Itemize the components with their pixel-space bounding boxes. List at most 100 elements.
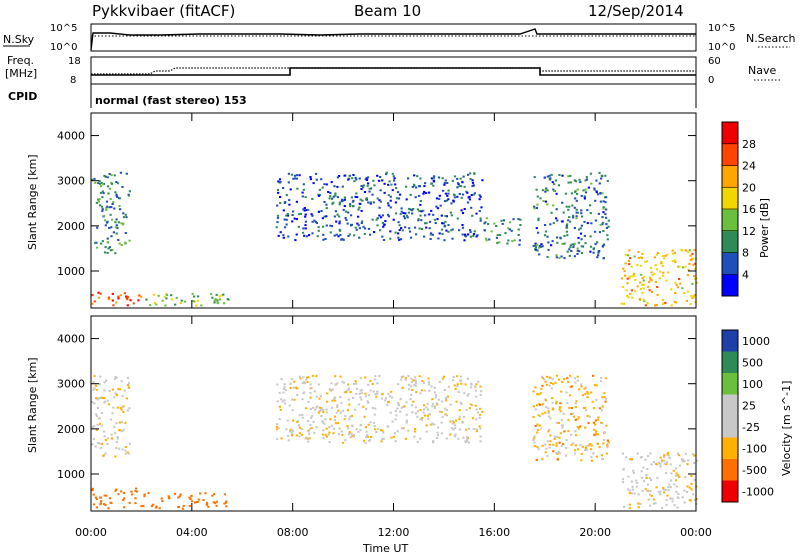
power-echo-cell <box>637 250 640 253</box>
power-echo-cell <box>365 179 369 181</box>
velocity-echo-cell <box>290 431 293 434</box>
power-echo-cell <box>114 252 117 255</box>
velocity-echo-cell <box>333 398 336 401</box>
power-echo-cell <box>461 212 465 214</box>
velocity-echo-cell <box>452 421 456 424</box>
power-colorbar-swatch <box>722 122 738 145</box>
velocity-echo-cell <box>464 383 467 386</box>
power-echo-cell <box>218 298 222 301</box>
beam-label: Beam 10 <box>354 2 421 20</box>
power-echo-cell <box>601 245 604 248</box>
power-echo-cell <box>693 294 696 297</box>
power-echo-cell <box>298 174 301 177</box>
power-echo-cell <box>641 283 644 286</box>
velocity-echo-cell <box>659 463 662 465</box>
velocity-echo-cell <box>579 444 582 447</box>
velocity-echo-cell <box>374 407 377 410</box>
velocity-echo-cell <box>195 501 198 503</box>
velocity-echo-cell <box>438 380 441 383</box>
power-echo-cell <box>541 245 544 248</box>
power-echo-cell <box>342 199 345 202</box>
power-echo-cell <box>536 249 539 252</box>
power-echo-cell <box>413 183 416 186</box>
power-echo-cell <box>359 198 362 201</box>
power-echo-cell <box>351 177 354 180</box>
velocity-echo-cell <box>339 411 342 414</box>
velocity-echo-cell <box>304 382 307 385</box>
power-echo-cell <box>565 224 568 227</box>
velocity-echo-cell <box>126 384 130 387</box>
velocity-echo-cell <box>547 410 550 413</box>
velocity-echo-cell <box>107 437 110 440</box>
velocity-echo-cell <box>299 375 302 378</box>
power-echo-cell <box>544 190 547 193</box>
velocity-echo-cell <box>627 488 630 491</box>
velocity-echo-cell <box>104 452 107 455</box>
velocity-echo-cell <box>460 375 463 378</box>
velocity-echo-cell <box>640 470 643 473</box>
power-echo-cell <box>473 192 476 195</box>
power-echo-cell <box>444 192 447 195</box>
velocity-echo-cell <box>652 498 656 501</box>
velocity-echo-cell <box>662 488 665 491</box>
velocity-echo-cell <box>173 492 176 495</box>
velocity-echo-cell <box>566 377 569 380</box>
velocity-echo-cell <box>454 433 457 436</box>
power-echo-cell <box>97 182 100 185</box>
power-echo-cell <box>302 183 305 186</box>
power-echo-cell <box>655 253 658 256</box>
power-echo-cell <box>485 237 488 240</box>
power-echo-cell <box>103 251 107 254</box>
power-echo-cell <box>184 300 187 303</box>
power-echo-cell <box>607 219 610 222</box>
radar-title: Pykkvibaer (fitACF) <box>92 2 235 20</box>
power-echo-cell <box>349 205 352 208</box>
power-echo-cell <box>104 175 107 178</box>
velocity-echo-cell <box>120 490 123 493</box>
power-echo-cell <box>442 189 445 192</box>
power-echo-cell <box>94 241 97 244</box>
velocity-echo-cell <box>107 507 110 510</box>
velocity-echo-cell <box>606 443 609 446</box>
velocity-echo-cell <box>581 445 584 448</box>
velocity-echo-cell <box>441 377 444 380</box>
time-tick-label: 08:00 <box>277 526 309 539</box>
power-echo-cell <box>496 234 499 236</box>
power-echo-cell <box>295 233 298 236</box>
velocity-echo-cell <box>690 475 693 477</box>
velocity-echo-cell <box>110 433 113 436</box>
power-ylabel: Slant Range [km] <box>26 154 39 250</box>
power-echo-cell <box>450 214 453 217</box>
velocity-echo-cell <box>287 434 290 437</box>
velocity-echo-cell <box>336 405 339 408</box>
power-echo-cell <box>447 230 450 233</box>
velocity-echo-cell <box>301 382 304 385</box>
power-echo-cell <box>409 208 412 211</box>
power-echo-cell <box>625 289 628 292</box>
power-echo-cell <box>396 191 400 194</box>
power-colorbar-tick-label: 28 <box>742 138 756 151</box>
velocity-echo-cell <box>645 474 648 477</box>
velocity-echo-cell <box>109 418 113 421</box>
power-echo-cell <box>442 222 445 225</box>
power-echo-cell <box>355 178 358 181</box>
velocity-echo-cell <box>150 505 153 508</box>
freq-tick-top: 18 <box>68 56 81 67</box>
velocity-echo-cell <box>584 393 587 395</box>
power-echo-cell <box>292 177 295 180</box>
power-echo-cell <box>559 236 562 239</box>
velocity-echo-cell <box>285 428 288 431</box>
power-colorbar-swatch <box>722 165 738 188</box>
velocity-echo-cell <box>131 493 134 496</box>
power-echo-cell <box>378 214 381 217</box>
time-tick-label: 12:00 <box>378 526 410 539</box>
nsky-tick-top: 10^5 <box>50 23 77 34</box>
power-echo-cell <box>480 206 483 209</box>
velocity-echo-cell <box>548 428 551 431</box>
power-echo-cell <box>216 299 219 302</box>
power-echo-cell <box>98 180 101 182</box>
power-echo-cell <box>671 249 674 252</box>
power-echo-cell <box>542 200 545 202</box>
velocity-echo-cell <box>123 506 126 509</box>
velocity-echo-cell <box>567 430 570 433</box>
